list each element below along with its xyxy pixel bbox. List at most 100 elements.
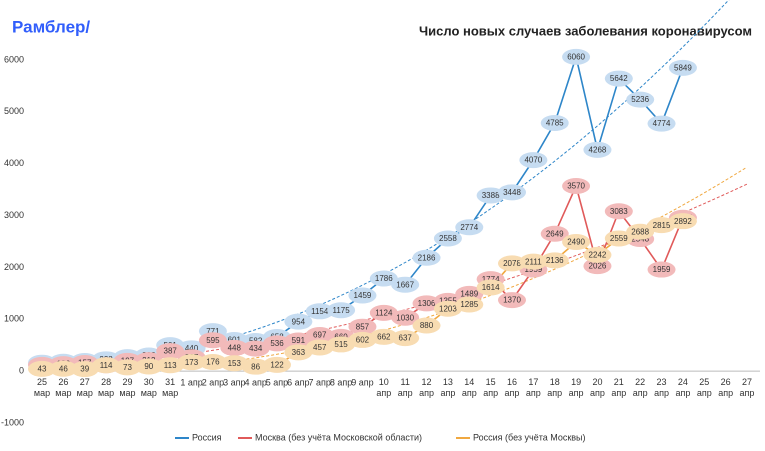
data-label: 1786 [375,274,393,283]
data-point [198,332,227,349]
data-point [604,203,633,220]
data-point [519,253,548,270]
x-tick-label: 25 мар [34,378,50,399]
data-label: 6060 [567,52,585,61]
x-tick-label-line: 26 [58,378,68,388]
data-point [498,184,526,201]
x-tick-label-line: 15 [486,378,496,388]
data-point [562,178,591,195]
x-tick-label-line: 11 [401,378,410,388]
x-tick-label-line: апр [440,389,455,399]
data-label: 602 [356,336,370,345]
data-label: 90 [144,362,153,371]
data-point [455,296,484,313]
data-label: 1306 [418,299,436,308]
data-label: 434 [249,344,263,353]
data-point [391,309,420,326]
x-tick-label-line: 12 [422,378,432,388]
x-tick-label-line: апр [654,389,669,399]
data-label: 1370 [503,296,521,305]
data-label: 113 [164,361,177,370]
x-tick-label: 2 апр [202,378,224,388]
data-point [369,304,398,321]
data-point [412,317,441,334]
data-point [28,360,56,377]
x-tick-label-line: 22 [635,378,645,388]
x-tick-label: 13 апр [440,378,455,399]
data-point [348,331,377,348]
x-tick-label: 24 апр [675,378,690,399]
chart-title: Число новых случаев заболевания коронави… [419,23,752,38]
x-tick-label-line: 30 [144,378,154,388]
x-tick-label-line: апр [569,389,584,399]
x-tick-label-line: апр [633,389,648,399]
data-label: 173 [185,358,199,367]
data-point [220,355,249,372]
data-label: 5236 [631,95,649,104]
data-point [327,302,356,319]
y-tick-label: 0 [19,366,24,376]
x-tick-label-line: 25 [37,378,47,388]
x-tick-label: 18 апр [547,378,562,399]
data-label: 637 [399,334,413,343]
data-label: 1459 [354,291,372,300]
x-tick-label-line: апр [590,389,605,399]
x-tick-label: 6 апр [287,378,309,388]
data-point [604,230,633,247]
data-point [348,287,377,304]
data-point [433,300,462,317]
x-tick-label-line: 14 [464,378,474,388]
data-point [92,357,121,374]
data-point [626,91,655,108]
data-label: 2892 [674,217,692,226]
brand-logo: Рамблер/ [12,17,90,36]
data-point [284,313,313,330]
x-tick-label: 22 апр [633,378,648,399]
data-label: 1489 [460,290,478,299]
x-tick-label-line: апр [398,389,413,399]
x-tick-label-line: 16 [507,378,517,388]
data-label: 2136 [546,256,564,265]
data-label: 2559 [610,234,628,243]
x-tick-label: 3 апр [223,378,245,388]
legend-label: Москва (без учёта Московской области) [255,432,422,442]
x-tick-label: 4 апр [244,378,266,388]
x-tick-label: 16 апр [505,378,520,399]
x-tick-label: 17 апр [526,378,541,399]
data-point [455,219,484,236]
data-point [263,356,291,373]
data-point [391,330,420,347]
data-label: 2649 [546,229,564,238]
x-tick-label-line: 21 [614,378,624,388]
data-point [540,252,569,269]
x-tick-label-line: мар [119,389,135,399]
data-point [263,335,291,352]
data-point [220,339,249,356]
data-label: 2815 [653,221,671,230]
data-label: 3448 [503,188,521,197]
x-tick-label-line: апр [526,389,541,399]
data-label: 43 [38,365,47,374]
x-tick-label: 21 апр [611,378,626,399]
data-point [668,213,697,230]
data-point [412,249,441,266]
x-tick-label: 25 апр [697,378,712,399]
x-tick-label: 31 мар [162,378,178,399]
data-point [647,217,676,234]
y-tick-label: 2000 [4,262,24,272]
data-label: 880 [420,321,434,330]
x-tick-label: 30 мар [141,378,157,399]
data-point [284,332,313,349]
data-label: 771 [206,327,220,336]
x-tick-label-line: мар [77,389,93,399]
data-label: 86 [251,362,260,371]
data-point [305,326,334,343]
data-point [583,258,612,275]
data-label: 536 [270,339,284,348]
x-tick-label-line: апр [376,389,391,399]
x-tick-label: 27 апр [740,378,755,399]
x-tick-label: 15 апр [483,378,498,399]
data-label: 457 [313,343,327,352]
x-tick-label-line: апр [483,389,498,399]
